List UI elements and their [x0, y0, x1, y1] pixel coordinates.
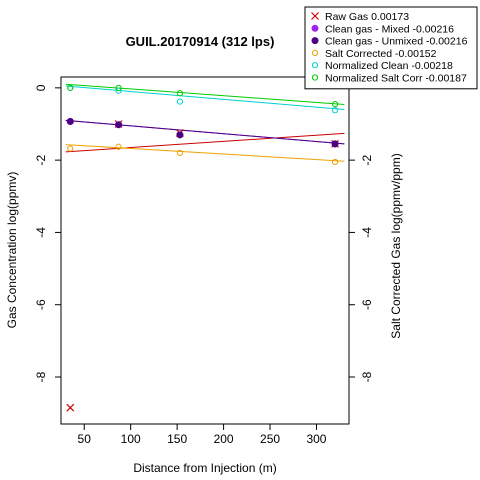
- data-point: [115, 87, 122, 94]
- y-right-tick-label: -2: [360, 154, 374, 165]
- legend-marker: [311, 49, 319, 57]
- y-axis-label: Gas Concentration log(ppmv): [5, 172, 19, 329]
- data-point: [176, 131, 184, 139]
- data-point: [66, 403, 75, 412]
- y-tick-label: 0: [34, 84, 48, 91]
- x-axis-label: Distance from Injection (m): [133, 461, 276, 475]
- axes: 50 100 150 200 250 300 0 -2 -4 -6 -8 -2 -4 -6 -8: [34, 84, 374, 446]
- legend-marker: [311, 12, 319, 20]
- legend-marker: [311, 24, 319, 32]
- x-tick-label: 50: [78, 432, 92, 446]
- data-point: [66, 117, 74, 125]
- legend-label: Raw Gas 0.00173: [325, 11, 409, 23]
- chart-title: GUIL.20170914 (312 lps): [126, 34, 275, 49]
- data-point: [115, 121, 123, 129]
- data-point: [176, 98, 184, 105]
- data-point: [331, 140, 339, 148]
- legend-marker: [311, 74, 319, 81]
- x-tick-label: 150: [167, 432, 187, 446]
- fit-line: [65, 85, 345, 111]
- legend-label: Clean gas - Mixed -0.00216: [325, 23, 454, 35]
- data-point: [67, 145, 74, 152]
- y-right-tick-label: -4: [360, 227, 374, 238]
- x-tick-label: 100: [121, 432, 141, 446]
- data-point: [115, 84, 122, 91]
- y-tick-label: -2: [34, 154, 48, 165]
- y-tick-label: -4: [34, 227, 48, 238]
- data-point: [115, 143, 122, 150]
- y-right-tick-label: -8: [360, 371, 374, 382]
- data-point: [176, 90, 184, 97]
- fit-lines: [65, 83, 345, 162]
- data-point: [331, 107, 339, 114]
- x-tick-label: 200: [214, 432, 234, 446]
- legend-box: [304, 6, 478, 90]
- data-point: [67, 84, 74, 91]
- data-points: [66, 84, 339, 412]
- fit-line: [65, 119, 345, 145]
- y-tick-label: -8: [34, 371, 48, 382]
- legend-marker: [311, 37, 319, 45]
- x-tick-label: 250: [260, 432, 280, 446]
- fit-line: [65, 132, 345, 153]
- y-tick-label: -6: [34, 299, 48, 310]
- data-point: [176, 149, 184, 157]
- fit-line: [65, 83, 345, 105]
- data-point: [331, 158, 339, 166]
- legend-label: Normalized Salt Corr -0.00187: [325, 73, 467, 85]
- x-tick-label: 300: [306, 432, 326, 446]
- fit-line: [65, 144, 345, 162]
- legend-label: Salt Corrected -0.00152: [325, 48, 437, 60]
- legend-marker: [311, 62, 319, 69]
- plot-frame: [60, 76, 350, 425]
- legend-label: Clean gas - Unmixed -0.00216: [325, 36, 468, 48]
- y-axis-label-right: Salt Corrected Gas log(ppmv/ppm): [389, 153, 403, 338]
- data-point: [331, 101, 339, 108]
- legend-label: Normalized Clean -0.00218: [325, 60, 453, 72]
- y-right-tick-label: -6: [360, 299, 374, 310]
